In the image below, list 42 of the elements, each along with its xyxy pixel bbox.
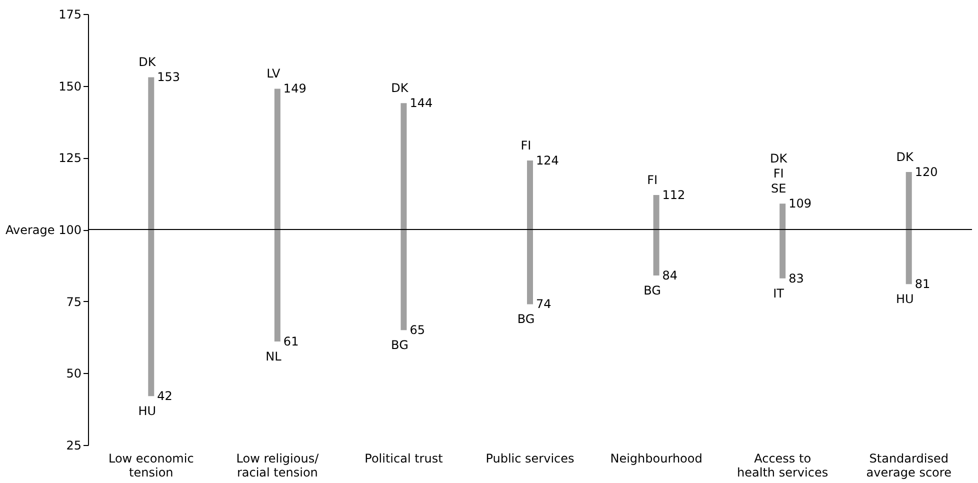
annotation: LV — [266, 66, 282, 81]
annotation: 144 — [410, 96, 433, 110]
annotation: 74 — [536, 297, 552, 312]
annotation: DK — [138, 55, 157, 70]
annotation: 61 — [283, 334, 299, 349]
y-tick-label: 175 — [58, 8, 82, 22]
annotation: FI — [520, 138, 532, 153]
annotation: BG — [644, 283, 661, 298]
y-tick-label: 50 — [66, 366, 82, 381]
annotation: 112 — [662, 188, 686, 202]
annotation: 120 — [914, 165, 938, 180]
x-tick-label: Access to health services — [737, 452, 828, 480]
y-tick-label: 75 — [66, 294, 82, 309]
annotation: 42 — [157, 389, 172, 404]
annotation: DK — [391, 81, 410, 96]
annotation: 84 — [662, 268, 678, 282]
annotation: 109 — [788, 196, 812, 211]
x-tick-label: Low religious/ racial tension — [236, 452, 320, 480]
annotation: 149 — [283, 82, 306, 96]
annotation: NL — [266, 350, 282, 364]
x-tick-label: Political trust — [364, 452, 444, 466]
annotation: FI — [647, 173, 658, 188]
x-tick-label: Public services — [486, 452, 574, 466]
x-tick-label: Low economic tension — [108, 452, 194, 480]
y-tick-label: Average 100 — [6, 223, 82, 237]
annotation: BG — [517, 312, 535, 326]
x-tick-label: Neighbourhood — [610, 452, 702, 466]
y-tick-label: 125 — [58, 151, 82, 166]
annotation: IT — [773, 286, 785, 300]
annotation: 124 — [536, 154, 559, 168]
annotation: HU — [138, 404, 156, 418]
annotation: 65 — [410, 323, 425, 338]
y-tick-label: 25 — [66, 438, 82, 452]
annotation: BG — [391, 338, 408, 352]
annotation: HU — [896, 292, 914, 306]
annotation: 81 — [914, 277, 930, 292]
annotation: 153 — [157, 70, 180, 84]
annotation: 83 — [788, 271, 804, 286]
y-tick-label: 150 — [58, 79, 82, 94]
annotation: DK FI SE — [770, 152, 788, 196]
annotation: DK — [896, 150, 915, 164]
x-tick-label: Standardised average score — [866, 452, 952, 480]
